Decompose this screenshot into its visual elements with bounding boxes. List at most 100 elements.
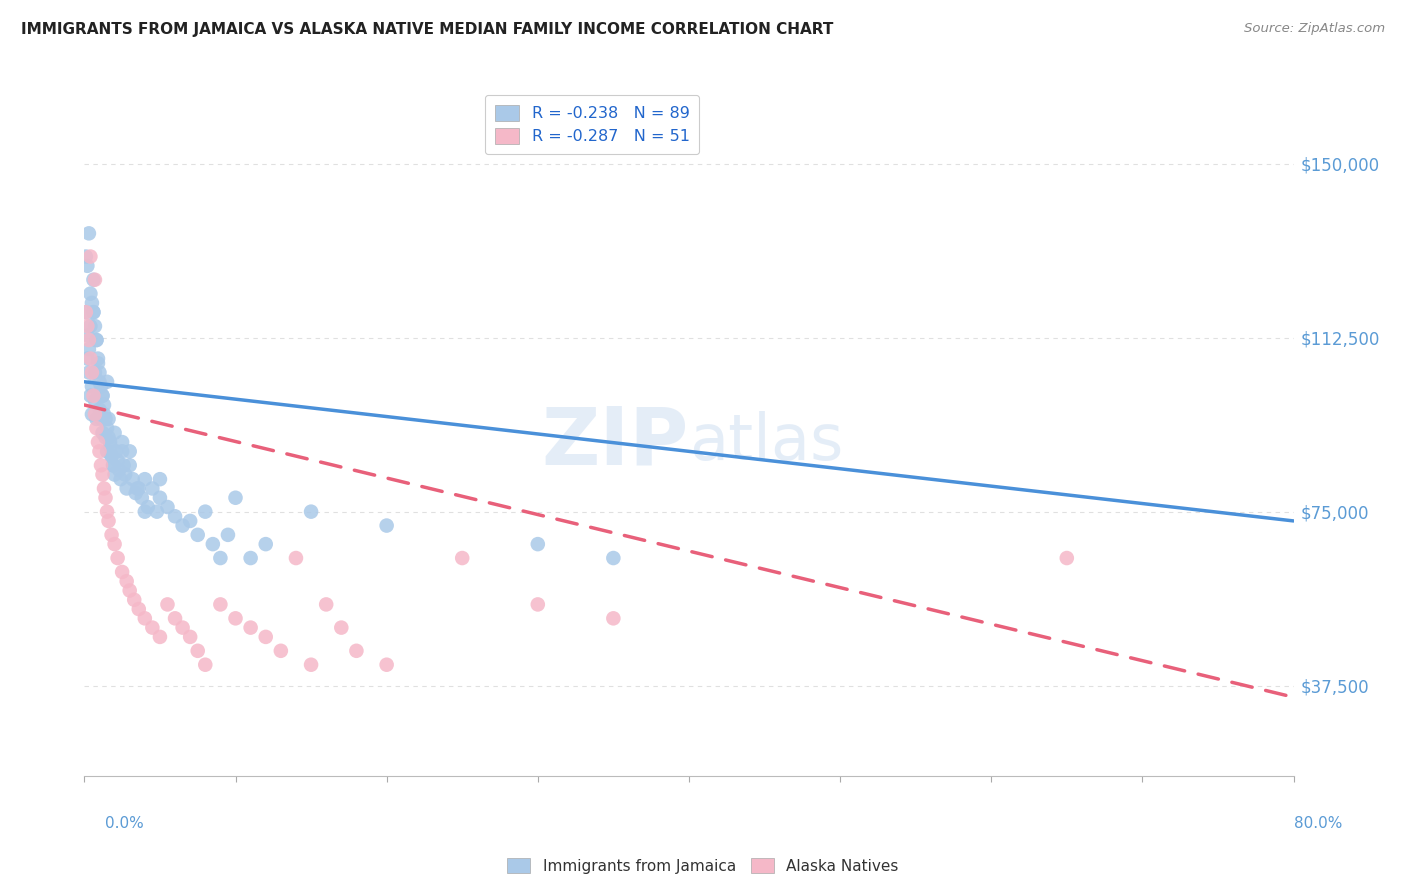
Point [1056,551,1078,566]
Point [172,518,194,533]
Point [134,505,156,519]
Point [96,421,118,435]
Point [80,366,103,380]
Point [165,611,187,625]
Point [87,435,110,450]
Point [75,305,97,319]
Point [84,366,107,380]
Point [82,273,104,287]
Point [89,375,111,389]
Point [94,412,117,426]
Text: atlas: atlas [689,411,844,473]
Point [76,351,98,366]
Point [121,472,143,486]
Point [194,657,217,672]
Point [84,393,107,408]
Point [86,421,108,435]
Point [149,472,172,486]
Point [96,375,118,389]
Text: IMMIGRANTS FROM JAMAICA VS ALASKA NATIVE MEDIAN FAMILY INCOME CORRELATION CHART: IMMIGRANTS FROM JAMAICA VS ALASKA NATIVE… [21,22,834,37]
Point [254,630,277,644]
Point [149,630,172,644]
Point [80,407,103,421]
Point [97,514,120,528]
Point [93,398,115,412]
Point [91,425,114,440]
Point [90,379,112,393]
Point [79,250,101,264]
Point [141,482,163,496]
Point [179,514,201,528]
Point [86,412,108,426]
Point [79,286,101,301]
Point [98,435,121,450]
Point [96,505,118,519]
Point [128,482,150,496]
Point [75,250,97,264]
Point [79,351,101,366]
Point [87,356,110,370]
Point [100,449,122,463]
Point [93,482,115,496]
Text: Source: ZipAtlas.com: Source: ZipAtlas.com [1244,22,1385,36]
Point [89,444,111,458]
Point [84,273,107,287]
Point [134,611,156,625]
Point [98,440,121,454]
Point [225,491,247,505]
Point [156,500,179,514]
Point [79,389,101,403]
Point [118,458,141,473]
Point [80,296,103,310]
Point [122,592,145,607]
Point [84,407,107,421]
Point [77,227,100,241]
Point [136,500,159,514]
Point [90,458,112,473]
Point [101,458,124,473]
Point [104,537,127,551]
Text: ZIP: ZIP [541,403,689,481]
Point [97,412,120,426]
Point [602,551,624,566]
Point [111,565,134,579]
Point [225,611,247,625]
Point [187,528,209,542]
Point [209,598,232,612]
Point [82,305,104,319]
Point [104,467,127,482]
Point [82,305,104,319]
Point [105,444,128,458]
Point [79,319,101,334]
Legend: Immigrants from Jamaica, Alaska Natives: Immigrants from Jamaica, Alaska Natives [502,852,904,880]
Legend: R = -0.238   N = 89, R = -0.287   N = 51: R = -0.238 N = 89, R = -0.287 N = 51 [485,95,699,154]
Point [94,430,117,444]
Point [270,644,292,658]
Point [131,491,153,505]
Point [209,551,232,566]
Point [97,430,120,444]
Point [146,505,169,519]
Point [111,435,134,450]
Point [101,458,124,473]
Y-axis label: Median Family Income: Median Family Income [0,346,7,510]
Point [239,551,262,566]
Point [254,537,277,551]
Point [77,343,100,357]
Point [165,509,187,524]
Point [201,537,224,551]
Point [86,333,108,347]
Point [134,472,156,486]
Point [217,528,239,542]
Point [127,482,149,496]
Point [172,621,194,635]
Point [141,621,163,635]
Point [76,319,98,334]
Point [82,389,104,403]
Point [315,598,337,612]
Point [87,351,110,366]
Point [104,425,127,440]
Point [107,453,129,467]
Point [128,602,150,616]
Point [451,551,474,566]
